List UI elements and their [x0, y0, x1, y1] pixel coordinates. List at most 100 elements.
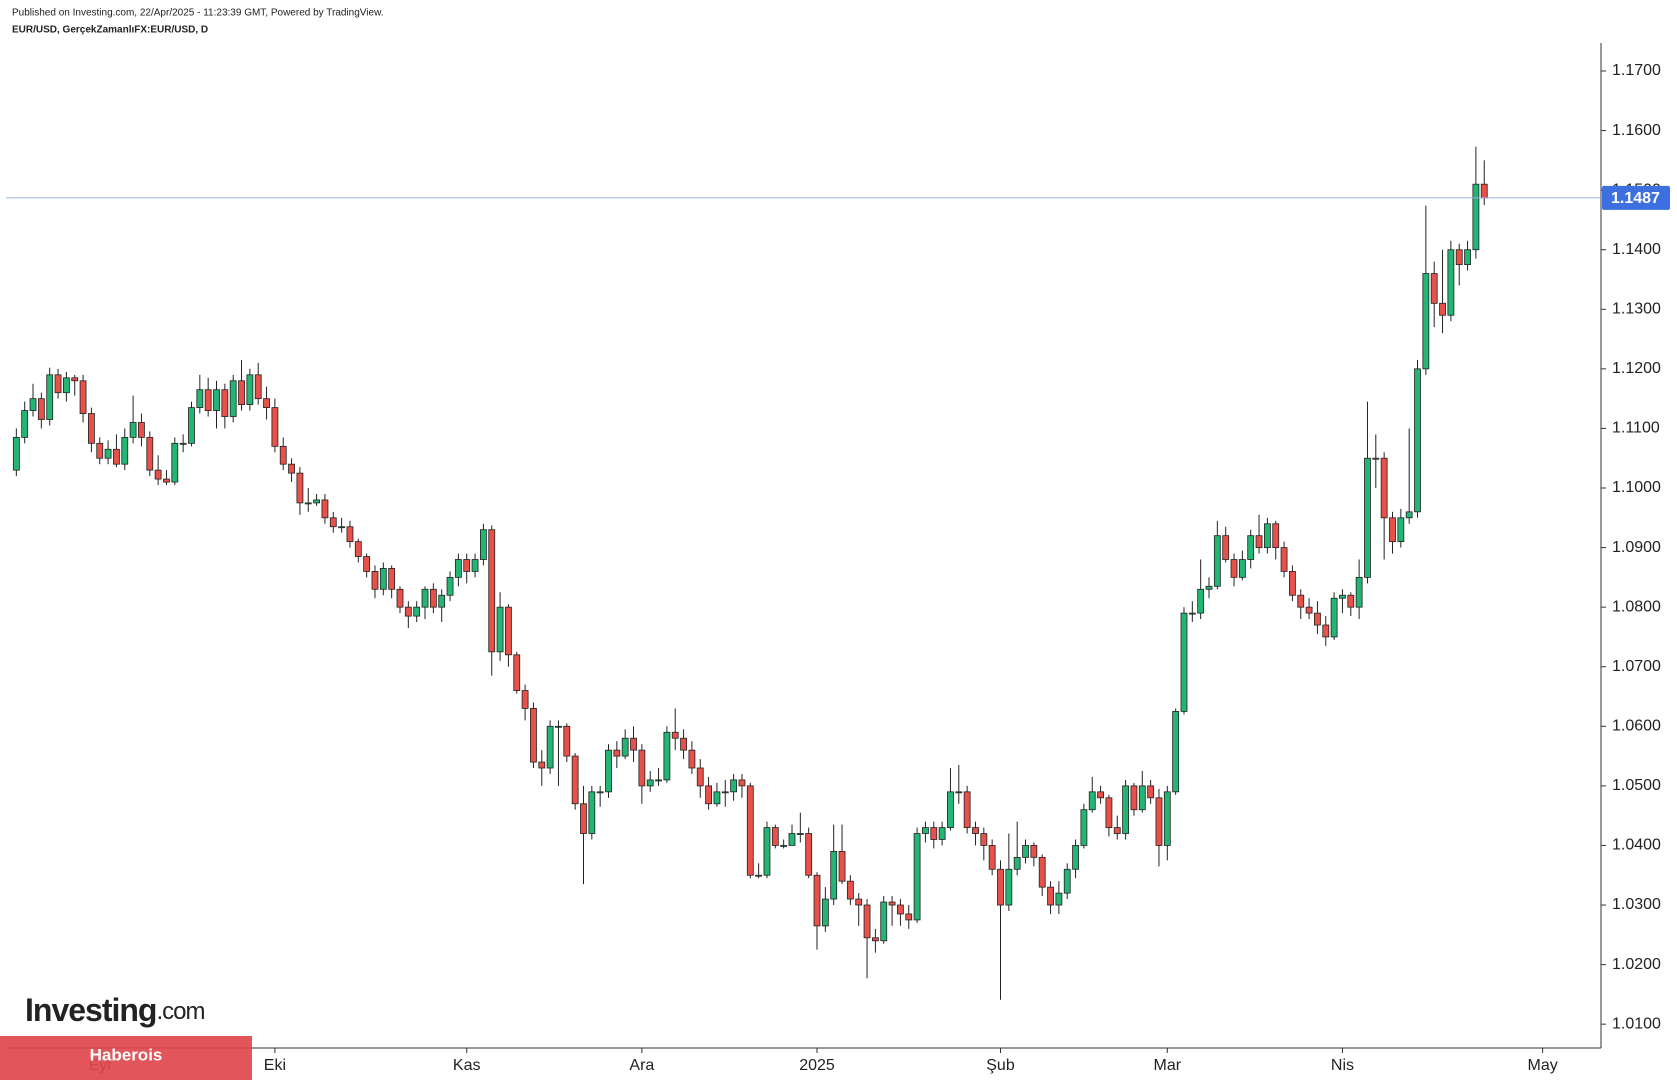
candle-body: [780, 845, 788, 847]
candle-body: [1439, 302, 1446, 316]
candle-body: [46, 374, 54, 420]
candle-body: [980, 833, 988, 846]
candle-body: [1097, 791, 1104, 799]
candle-body: [1255, 535, 1263, 548]
candle-body: [171, 442, 179, 483]
candle-body: [1238, 559, 1246, 578]
candle-body: [229, 380, 237, 417]
candle-body: [363, 556, 371, 572]
candle-body: [113, 448, 120, 465]
candle-body: [396, 588, 404, 608]
candle-body: [655, 779, 662, 782]
candle-body: [471, 559, 479, 572]
candle-body: [596, 791, 604, 794]
candle-body: [354, 541, 362, 557]
y-tick-label: 1.0400: [1612, 837, 1661, 854]
x-tick-label: 2025: [799, 1057, 835, 1074]
published-note: Published on Investing.com, 22/Apr/2025 …: [12, 8, 384, 19]
y-tick-label: 1.1200: [1612, 360, 1661, 377]
candle-body: [179, 442, 187, 445]
candle-body: [1088, 791, 1096, 811]
candle-body: [62, 377, 70, 394]
candle-body: [71, 377, 79, 382]
candle-body: [855, 898, 863, 906]
candle-body: [1330, 597, 1338, 638]
candle-body: [1280, 547, 1288, 572]
candle-body: [1372, 457, 1380, 460]
candle-body: [1130, 785, 1138, 811]
candle-body: [696, 767, 704, 787]
candle-body: [546, 725, 554, 769]
candle-body: [296, 472, 304, 504]
candle-body: [813, 874, 821, 927]
candle-body: [496, 606, 504, 653]
candle-body: [888, 901, 896, 906]
candle-body: [129, 422, 137, 438]
candle-body: [1038, 856, 1046, 888]
candle-body: [988, 845, 996, 870]
candle-body: [388, 568, 396, 590]
candle-body: [1080, 809, 1088, 846]
candle-body: [1305, 606, 1313, 614]
candle-body: [947, 791, 954, 828]
candle-body: [1222, 535, 1230, 560]
candle-body: [1263, 523, 1271, 548]
candle-body: [680, 737, 687, 751]
logo-suffix: .com: [156, 998, 204, 1025]
candle-body: [1005, 868, 1013, 906]
candle-body: [1389, 517, 1396, 543]
candle-body: [1113, 827, 1121, 834]
candle-body: [288, 463, 295, 474]
candle-body: [1247, 535, 1255, 560]
candle-body: [646, 779, 654, 787]
y-tick-label: 1.1000: [1612, 479, 1661, 496]
candle-body: [955, 791, 963, 794]
candle-body: [37, 398, 45, 420]
y-tick-label: 1.1700: [1612, 62, 1661, 79]
candle-body: [1272, 523, 1280, 548]
candle-body: [321, 499, 329, 519]
candle-body: [913, 833, 921, 921]
candle-body: [738, 779, 746, 787]
candle-body: [196, 389, 204, 408]
candle-body: [771, 827, 779, 846]
candle-body: [1422, 273, 1430, 370]
candle-body: [371, 571, 379, 590]
x-tick-label: May: [1528, 1057, 1558, 1074]
candle-body: [1205, 585, 1213, 590]
candle-body: [530, 708, 537, 763]
candle-body: [429, 588, 437, 608]
x-tick-label: Mar: [1154, 1057, 1182, 1074]
y-tick-label: 1.1300: [1612, 301, 1661, 318]
candle-body: [104, 448, 112, 459]
candle-body: [922, 827, 929, 834]
plot: 1.0100 1.0200 1.0300 1.0400 1.0500 1.0600 1.07…: [12, 62, 1661, 1074]
candle-body: [880, 901, 888, 942]
candle-body: [146, 436, 154, 471]
candle-body: [1197, 588, 1205, 614]
candle-body: [1455, 249, 1463, 266]
y-tick-label: 1.0900: [1612, 539, 1661, 556]
candle-body: [488, 529, 496, 653]
candle-body: [763, 827, 771, 876]
candle-body: [963, 791, 971, 828]
candle-body: [796, 833, 804, 835]
candle-body: [730, 779, 738, 793]
candle-body: [1213, 535, 1221, 587]
candle-body: [1188, 612, 1196, 615]
candle-body: [838, 851, 846, 882]
candle-body: [713, 791, 721, 805]
candle-body: [1314, 612, 1321, 626]
candle-body: [563, 725, 571, 757]
candle-body: [413, 606, 421, 617]
candle-body: [1405, 511, 1413, 519]
candle-body: [313, 499, 320, 504]
candle-body: [271, 407, 279, 447]
candle-body: [454, 559, 462, 578]
candle-body: [21, 410, 29, 438]
candle-body: [54, 374, 62, 394]
candle-body: [863, 904, 871, 939]
candle-body: [846, 880, 854, 900]
candle-body: [438, 594, 446, 608]
